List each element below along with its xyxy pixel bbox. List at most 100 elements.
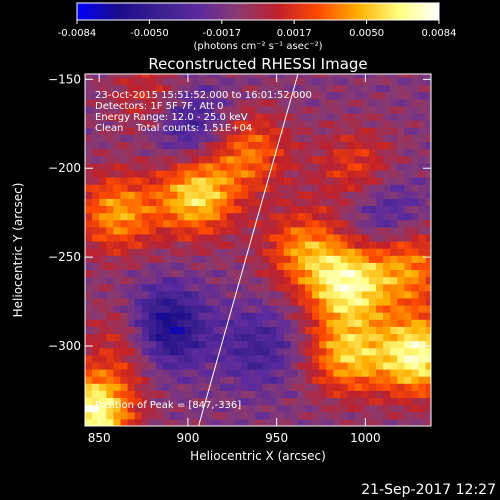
heatmap-cell (368, 404, 377, 413)
heatmap-cell (156, 362, 164, 370)
heatmap-cell (368, 312, 377, 320)
heatmap-cell (255, 354, 263, 363)
heatmap-cell (212, 155, 221, 164)
heatmap-cell (226, 191, 235, 199)
heatmap-cell (361, 141, 370, 150)
heatmap-cell (120, 234, 129, 242)
heatmap-cell (106, 418, 114, 426)
heatmap-cell (241, 134, 249, 142)
heatmap-cell (184, 98, 192, 107)
heatmap-cell (170, 411, 178, 420)
heatmap-cell (184, 212, 192, 221)
heatmap-cell (425, 326, 431, 334)
heatmap-cell (85, 362, 93, 370)
heatmap-cell (212, 219, 221, 228)
heatmap-cell (290, 155, 299, 164)
heatmap-cell (347, 369, 356, 377)
heatmap-cell (156, 113, 164, 121)
heatmap-cell (269, 262, 278, 270)
heatmap-cell (191, 298, 200, 306)
heatmap-cell (340, 134, 349, 142)
heatmap-cell (255, 347, 263, 356)
heatmap-cell (361, 326, 370, 334)
heatmap-cell (205, 376, 214, 384)
heatmap-cell (163, 283, 171, 292)
heatmap-cell (411, 219, 420, 228)
heatmap-cell (92, 376, 100, 384)
heatmap-cell (383, 148, 391, 157)
heatmap-cell (212, 305, 221, 313)
heatmap-cell (340, 127, 349, 135)
heatmap-cell (92, 262, 100, 270)
heatmap-cell (106, 411, 114, 420)
heatmap-cell (397, 91, 405, 100)
heatmap-cell (376, 77, 384, 86)
heatmap-cell (191, 155, 200, 164)
heatmap-cell (156, 177, 164, 185)
heatmap-cell (283, 255, 292, 263)
heatmap-cell (198, 383, 207, 391)
heatmap-cell (340, 333, 349, 342)
heatmap-cell (255, 276, 263, 285)
heatmap-cell (418, 418, 427, 426)
heatmap-cell (177, 354, 185, 363)
heatmap-cell (106, 276, 114, 285)
heatmap-cell (191, 162, 200, 171)
heatmap-cell (219, 148, 228, 157)
heatmap-cell (262, 198, 270, 206)
heatmap-cell (383, 362, 391, 370)
heatmap-cell (361, 397, 370, 406)
heatmap-cell (234, 226, 242, 235)
heatmap-cell (312, 177, 320, 185)
heatmap-cell (418, 404, 427, 413)
heatmap-cell (269, 369, 278, 377)
heatmap-cell (141, 127, 150, 135)
heatmap-cell (290, 319, 299, 327)
heatmap-cell (347, 113, 356, 121)
heatmap-cell (319, 141, 327, 150)
heatmap-cell (113, 74, 121, 78)
heatmap-cell (205, 397, 214, 406)
heatmap-cell (184, 219, 192, 228)
heatmap-cell (234, 305, 242, 313)
heatmap-cell (312, 312, 320, 320)
heatmap-cell (297, 312, 306, 320)
heatmap-cell (340, 155, 349, 164)
heatmap-cell (134, 404, 143, 413)
heatmap-cell (347, 120, 356, 128)
heatmap-cell (184, 177, 192, 185)
heatmap-cell (376, 347, 384, 356)
heatmap-cell (198, 141, 207, 150)
heatmap-cell (170, 77, 178, 86)
heatmap-cell (269, 234, 278, 242)
heatmap-cell (276, 340, 285, 349)
heatmap-cell (234, 347, 242, 356)
heatmap-cell (255, 241, 263, 249)
heatmap-cell (368, 98, 377, 107)
heatmap-cell (383, 91, 391, 100)
heatmap-cell (290, 120, 299, 128)
heatmap-cell (156, 127, 164, 135)
heatmap-cell (85, 177, 93, 185)
y-axis-label: Heliocentric Y (arcsec) (11, 183, 25, 318)
heatmap-cell (319, 226, 327, 235)
heatmap-cell (113, 298, 121, 306)
heatmap-cell (141, 276, 150, 285)
heatmap-cell (319, 148, 327, 157)
heatmap-cell (368, 333, 377, 342)
heatmap-cell (113, 376, 121, 384)
heatmap-cell (305, 177, 313, 185)
heatmap-cell (312, 141, 320, 150)
heatmap-cell (397, 376, 405, 384)
heatmap-cell (120, 170, 129, 178)
heatmap-cell (397, 397, 405, 406)
heatmap-cell (411, 134, 420, 142)
heatmap-cell (340, 305, 349, 313)
colorbar-ticks: -0.0084 -0.0050 -0.0017 0.0017 0.0050 0.0084 (58, 20, 457, 39)
heatmap-cell (397, 98, 405, 107)
heatmap-cell (305, 84, 313, 93)
heatmap-cell (283, 376, 292, 384)
heatmap-cell (340, 141, 349, 150)
heatmap-cell (170, 255, 178, 263)
